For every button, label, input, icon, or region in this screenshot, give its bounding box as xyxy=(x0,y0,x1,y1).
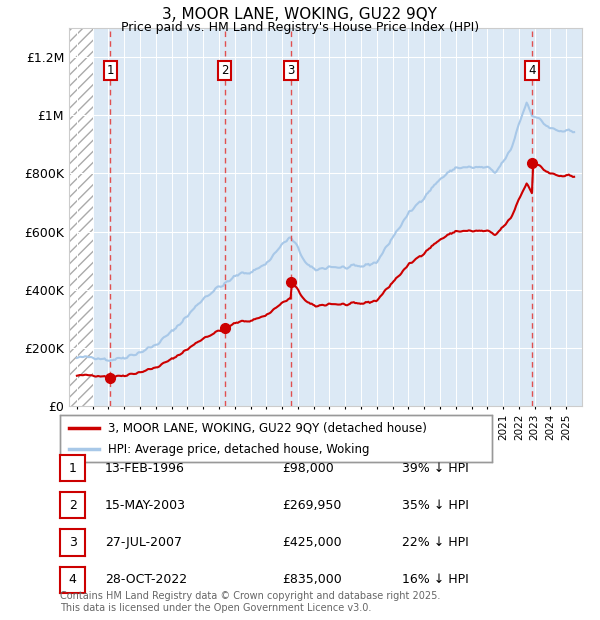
Text: HPI: Average price, detached house, Woking: HPI: Average price, detached house, Woki… xyxy=(107,443,369,456)
Text: 3: 3 xyxy=(287,64,295,77)
Text: 16% ↓ HPI: 16% ↓ HPI xyxy=(402,574,469,586)
Text: 2: 2 xyxy=(68,499,77,511)
Text: 1: 1 xyxy=(107,64,114,77)
Text: £269,950: £269,950 xyxy=(282,499,341,511)
Text: Contains HM Land Registry data © Crown copyright and database right 2025.
This d: Contains HM Land Registry data © Crown c… xyxy=(60,591,440,613)
Text: 27-JUL-2007: 27-JUL-2007 xyxy=(105,536,182,549)
Text: £425,000: £425,000 xyxy=(282,536,341,549)
Text: 13-FEB-1996: 13-FEB-1996 xyxy=(105,462,185,474)
Text: 3, MOOR LANE, WOKING, GU22 9QY: 3, MOOR LANE, WOKING, GU22 9QY xyxy=(163,7,437,22)
Text: 2: 2 xyxy=(221,64,229,77)
Text: 4: 4 xyxy=(528,64,536,77)
Text: 3, MOOR LANE, WOKING, GU22 9QY (detached house): 3, MOOR LANE, WOKING, GU22 9QY (detached… xyxy=(107,422,427,435)
Bar xyxy=(69,28,92,406)
Text: 1: 1 xyxy=(68,462,77,474)
Text: 22% ↓ HPI: 22% ↓ HPI xyxy=(402,536,469,549)
Text: £98,000: £98,000 xyxy=(282,462,334,474)
Text: 35% ↓ HPI: 35% ↓ HPI xyxy=(402,499,469,511)
Text: 28-OCT-2022: 28-OCT-2022 xyxy=(105,574,187,586)
Text: 39% ↓ HPI: 39% ↓ HPI xyxy=(402,462,469,474)
Text: 4: 4 xyxy=(68,574,77,586)
Text: 3: 3 xyxy=(68,536,77,549)
Text: Price paid vs. HM Land Registry's House Price Index (HPI): Price paid vs. HM Land Registry's House … xyxy=(121,21,479,34)
Text: 15-MAY-2003: 15-MAY-2003 xyxy=(105,499,186,511)
Text: £835,000: £835,000 xyxy=(282,574,342,586)
